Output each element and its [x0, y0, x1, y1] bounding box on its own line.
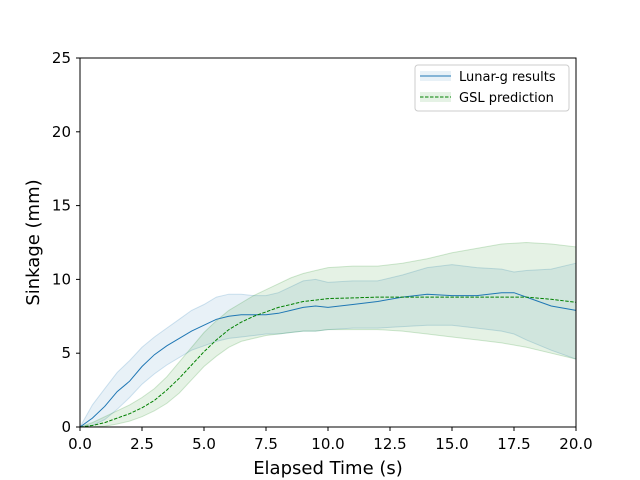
x-tick-label: 12.5	[373, 435, 406, 453]
x-tick-label: 17.5	[497, 435, 530, 453]
y-tick-label: 15	[52, 197, 71, 215]
y-tick-label: 5	[61, 344, 71, 362]
y-axis-ticks: 0 5 10 15 20 25	[52, 49, 80, 436]
series-lines	[79, 292, 577, 428]
y-tick-label: 20	[52, 123, 71, 141]
legend-label-gsl-prediction: GSL prediction	[459, 91, 554, 106]
y-tick-label: 0	[61, 418, 71, 436]
line-gsl-prediction	[79, 296, 577, 428]
x-axis-ticks: 0.0 2.5 5.0 7.5 10.0 12.5 15.0 17.5 20.0	[68, 427, 593, 453]
line-lunar-g-results	[79, 292, 577, 428]
x-tick-label: 0.0	[68, 435, 92, 453]
y-tick-label: 10	[52, 270, 71, 288]
x-tick-label: 7.5	[254, 435, 278, 453]
x-axis-title: Elapsed Time (s)	[253, 458, 403, 479]
x-tick-label: 10.0	[311, 435, 344, 453]
y-tick-label: 25	[52, 49, 71, 67]
x-tick-label: 5.0	[192, 435, 216, 453]
legend: Lunar-g results GSL prediction	[414, 64, 570, 112]
x-tick-label: 2.5	[130, 435, 154, 453]
legend-box	[414, 64, 570, 112]
x-tick-label: 20.0	[559, 435, 592, 453]
y-axis-title: Sinkage (mm)	[23, 179, 44, 305]
legend-label-lunar-g-results: Lunar-g results	[459, 70, 556, 85]
x-tick-label: 15.0	[435, 435, 468, 453]
